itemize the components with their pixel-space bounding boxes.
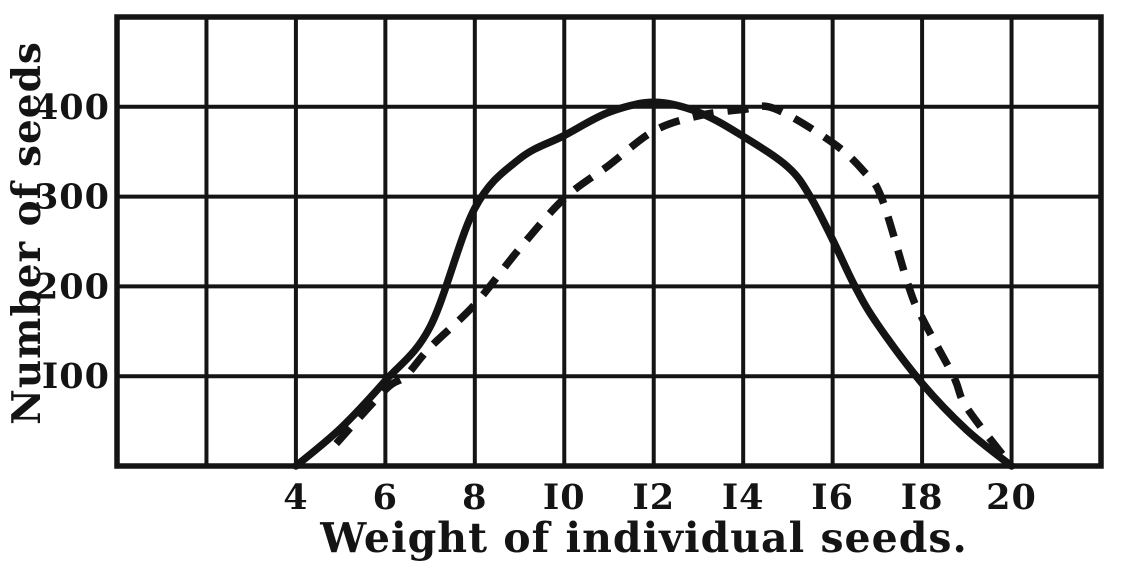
x-tick-label: 20 — [986, 477, 1037, 518]
x-tick-label: I6 — [811, 477, 854, 518]
x-tick-label: I0 — [543, 477, 586, 518]
tick-labels-layer: 4 6 8 I0 I2 I4 I6 I8 20 I00 200 300 400 — [34, 87, 1037, 518]
y-axis-title: Number of seeds — [4, 41, 50, 425]
grid-layer — [114, 14, 1104, 469]
y-tick-label: I00 — [42, 356, 110, 397]
dashed-curve — [333, 102, 1015, 469]
plot-border — [114, 14, 1104, 469]
x-tick-label: 8 — [462, 477, 487, 518]
x-tick-label: I8 — [901, 477, 944, 518]
x-tick-label: 4 — [283, 477, 308, 518]
x-axis-title: Weight of individual seeds. — [319, 514, 968, 562]
x-tick-label: 6 — [373, 477, 398, 518]
y-tick-label: 300 — [34, 177, 110, 218]
series-layer — [292, 98, 1016, 470]
y-tick-label: 200 — [34, 266, 110, 307]
solid-curve — [292, 98, 1016, 470]
x-tick-label: I2 — [632, 477, 675, 518]
y-tick-label: 400 — [34, 87, 110, 128]
x-tick-label: I4 — [722, 477, 765, 518]
